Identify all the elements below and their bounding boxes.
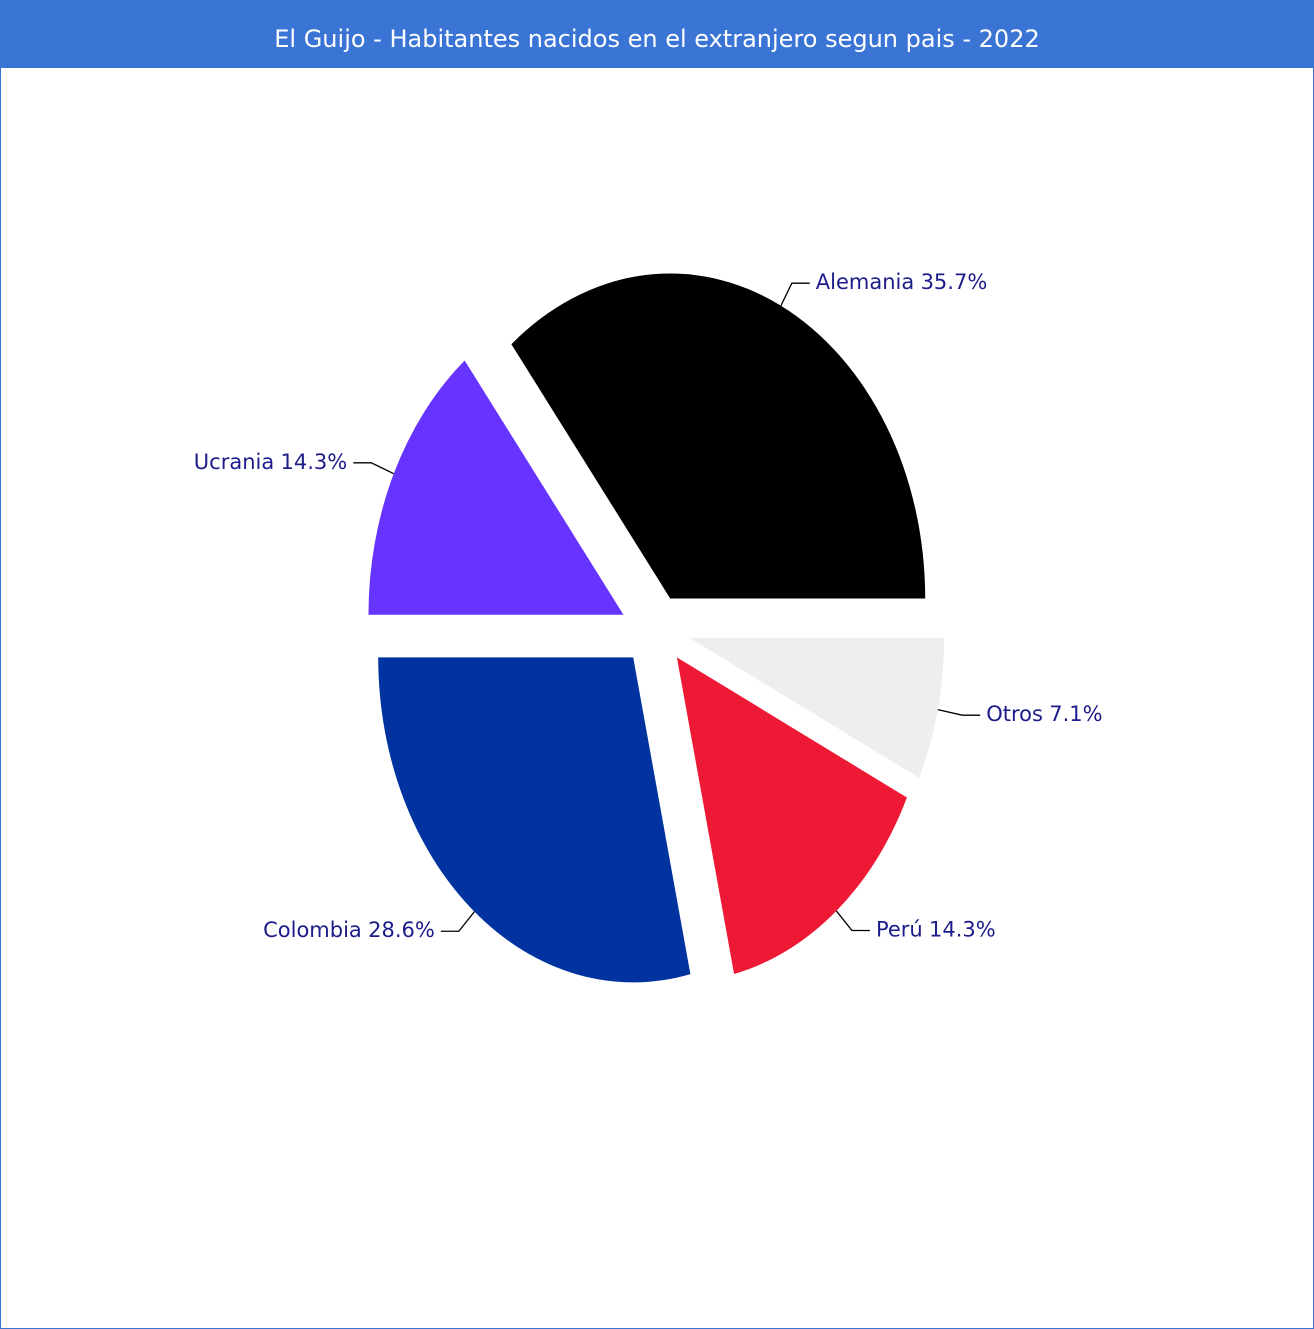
- slice-value-label: 28.6%: [368, 918, 435, 942]
- slice-label: Ucrania 14.3%: [194, 450, 347, 474]
- slice-value-label: 7.1%: [1049, 702, 1102, 726]
- pie-slice: [676, 657, 907, 975]
- slice-value-label: 14.3%: [929, 917, 996, 941]
- slice-category: Perú: [876, 917, 923, 941]
- slice-label: Alemania 35.7%: [816, 270, 987, 294]
- leader-line: [835, 910, 870, 932]
- leader-line: [440, 911, 475, 932]
- slice-label: Otros 7.1%: [986, 702, 1102, 726]
- title-bar: [0, 0, 1314, 68]
- leader-line: [937, 709, 981, 716]
- slice-category: Colombia: [263, 918, 362, 942]
- slice-value-label: 14.3%: [281, 450, 348, 474]
- leader-line: [780, 282, 810, 307]
- slice-label: Colombia 28.6%: [263, 918, 435, 942]
- leader-line: [353, 462, 395, 475]
- pie-slice: [689, 637, 945, 778]
- pie-slice: [378, 657, 691, 983]
- slice-value-label: 35.7%: [921, 270, 988, 294]
- slice-label: Perú 14.3%: [876, 917, 996, 941]
- slice-category: Alemania: [816, 270, 914, 294]
- slice-category: Otros: [986, 702, 1043, 726]
- slice-category: Ucrania: [194, 450, 274, 474]
- pie-slice: [511, 273, 926, 599]
- pie-slice: [368, 360, 624, 615]
- chart-title: El Guijo - Habitantes nacidos en el extr…: [274, 25, 1040, 53]
